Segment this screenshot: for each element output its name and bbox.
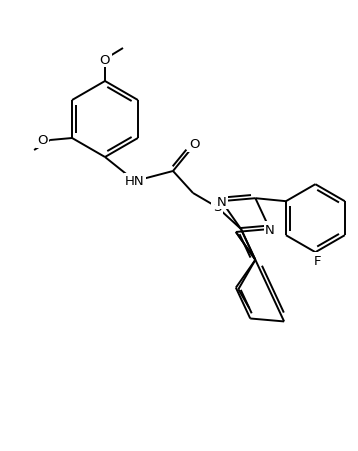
Text: O: O — [189, 138, 199, 151]
Text: O: O — [100, 53, 110, 66]
Text: F: F — [314, 254, 321, 267]
Text: O: O — [38, 134, 48, 147]
Text: N: N — [265, 223, 275, 236]
Text: HN: HN — [125, 175, 145, 188]
Text: N: N — [217, 195, 226, 208]
Text: S: S — [213, 201, 221, 214]
